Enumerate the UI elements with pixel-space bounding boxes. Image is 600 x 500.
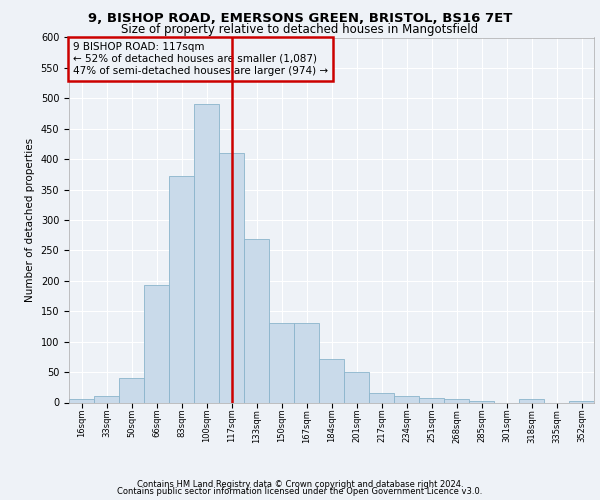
Text: 9, BISHOP ROAD, EMERSONS GREEN, BRISTOL, BS16 7ET: 9, BISHOP ROAD, EMERSONS GREEN, BRISTOL,… [88, 12, 512, 24]
Bar [294, 324, 319, 402]
Text: Contains HM Land Registry data © Crown copyright and database right 2024.: Contains HM Land Registry data © Crown c… [137, 480, 463, 489]
Bar [94, 396, 119, 402]
Bar [519, 400, 544, 402]
Bar [194, 104, 219, 403]
Bar [444, 400, 469, 402]
Y-axis label: Number of detached properties: Number of detached properties [25, 138, 35, 302]
Bar [244, 240, 269, 402]
Bar [344, 372, 369, 402]
Bar [319, 358, 344, 403]
Bar [269, 324, 294, 402]
Text: Contains public sector information licensed under the Open Government Licence v3: Contains public sector information licen… [118, 487, 482, 496]
Bar [419, 398, 444, 402]
Bar [394, 396, 419, 402]
Bar [219, 153, 244, 402]
Bar [369, 394, 394, 402]
Text: 9 BISHOP ROAD: 117sqm
← 52% of detached houses are smaller (1,087)
47% of semi-d: 9 BISHOP ROAD: 117sqm ← 52% of detached … [73, 42, 328, 76]
Bar [119, 378, 144, 402]
Bar [569, 400, 594, 402]
Bar [469, 400, 494, 402]
Text: Size of property relative to detached houses in Mangotsfield: Size of property relative to detached ho… [121, 22, 479, 36]
Bar [69, 400, 94, 402]
Bar [144, 285, 169, 403]
Bar [169, 176, 194, 402]
